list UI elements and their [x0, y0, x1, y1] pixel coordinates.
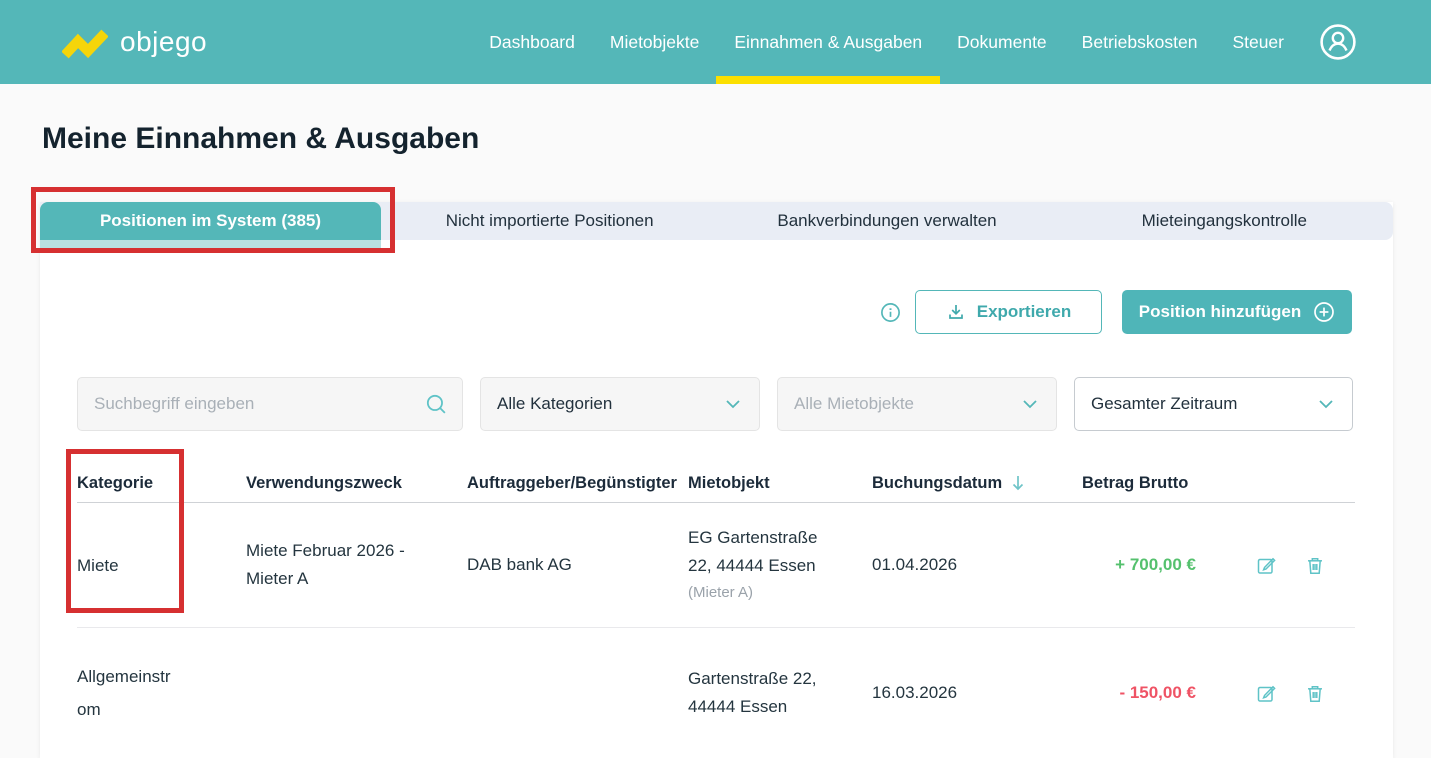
tab-mieteingangskontrolle[interactable]: Mieteingangskontrolle [1141, 211, 1308, 230]
search-box [77, 377, 463, 431]
trash-icon[interactable] [1305, 555, 1325, 576]
property-filter-dropdown[interactable]: Alle Mietobjekte [777, 377, 1057, 431]
column-header-buchungsdatum: Buchungsdatum [872, 474, 1082, 493]
edit-icon[interactable] [1256, 683, 1277, 704]
column-header-mietobjekt: Mietobjekt [688, 474, 770, 492]
cell-betrag: + 700,00 € [1115, 555, 1196, 574]
positions-table: Kategorie Verwendungszweck Auftraggeber/… [40, 465, 1393, 758]
nav-item-einnahmen-ausgaben[interactable]: Einnahmen & Ausgaben [716, 0, 940, 84]
export-button[interactable]: Exportieren [915, 290, 1102, 334]
cell-kategorie: Miete [77, 555, 119, 575]
edit-icon[interactable] [1256, 555, 1277, 576]
trash-icon[interactable] [1305, 683, 1325, 704]
profile-menu-button[interactable] [1319, 23, 1357, 61]
nav-item-dashboard[interactable]: Dashboard [489, 31, 575, 52]
row-actions [1196, 555, 1355, 576]
table-row: Miete Miete Februar 2026 - Mieter A DAB … [77, 503, 1355, 628]
table-toolbar: Exportieren Position hinzufügen [40, 290, 1393, 334]
mietobjekt-note: (Mieter A) [688, 584, 754, 601]
main-nav: Dashboard Mietobjekte Einnahmen & Ausgab… [489, 0, 1284, 84]
search-input[interactable] [94, 394, 425, 414]
chevron-down-icon [725, 399, 741, 409]
export-button-label: Exportieren [976, 302, 1072, 321]
nav-item-steuer[interactable]: Steuer [1232, 31, 1284, 52]
nav-item-mietobjekte[interactable]: Mietobjekte [609, 31, 700, 52]
column-header-betrag-brutto: Betrag Brutto [1082, 474, 1189, 492]
nav-item-dokumente[interactable]: Dokumente [957, 31, 1047, 52]
app-logo[interactable]: objego [62, 22, 207, 62]
zigzag-icon [62, 22, 108, 62]
period-filter-value: Gesamter Zeitraum [1091, 394, 1238, 413]
cell-betrag: - 150,00 € [1119, 683, 1196, 702]
download-icon [946, 302, 966, 322]
cell-auftraggeber: DAB bank AG [467, 555, 572, 574]
content-card: Positionen im System (385) Nicht importi… [40, 202, 1393, 758]
period-filter-dropdown[interactable]: Gesamter Zeitraum [1074, 377, 1353, 431]
avatar-icon [1319, 23, 1357, 61]
row-actions [1196, 683, 1355, 704]
plus-circle-icon [1313, 301, 1335, 323]
add-position-button[interactable]: Position hinzufügen [1122, 290, 1352, 334]
cell-verwendungszweck: Miete Februar 2026 - Mieter A [246, 541, 405, 588]
tab-bar: Positionen im System (385) Nicht importi… [40, 202, 1393, 240]
logo-wordmark: objego [120, 26, 208, 57]
property-filter-value: Alle Mietobjekte [794, 394, 915, 413]
tab-bankverbindungen-verwalten[interactable]: Bankverbindungen verwalten [777, 211, 997, 230]
filter-row: Alle Kategorien Alle Mietobjekte Gesamte… [40, 377, 1393, 431]
info-icon[interactable] [880, 302, 901, 323]
chevron-down-icon [1318, 399, 1334, 409]
table-header-row: Kategorie Verwendungszweck Auftraggeber/… [77, 465, 1355, 503]
cell-mietobjekt: Gartenstraße 22, 44444 Essen [688, 669, 817, 716]
top-navigation-bar: objego Dashboard Mietobjekte Einnahmen &… [0, 0, 1431, 84]
search-icon[interactable] [425, 393, 448, 416]
chevron-down-icon [1022, 399, 1038, 409]
column-header-verwendungszweck: Verwendungszweck [246, 474, 402, 492]
category-filter-dropdown[interactable]: Alle Kategorien [480, 377, 760, 431]
page-title: Meine Einnahmen & Ausgaben [42, 122, 480, 155]
arrow-down-icon[interactable] [1011, 474, 1025, 493]
tab-nicht-importierte-positionen[interactable]: Nicht importierte Positionen [445, 211, 654, 230]
column-header-kategorie: Kategorie [77, 474, 154, 492]
add-position-button-label: Position hinzufügen [1138, 302, 1302, 321]
cell-kategorie: Allgemeinstrom [77, 667, 171, 719]
cell-mietobjekt: EG Gartenstraße 22, 44444 Essen (Mieter … [688, 524, 872, 606]
table-row: Allgemeinstrom Gartenstraße 22, 44444 Es… [77, 628, 1355, 758]
nav-item-betriebskosten[interactable]: Betriebskosten [1081, 31, 1198, 52]
column-header-auftraggeber: Auftraggeber/Begünstigter [467, 474, 677, 492]
cell-buchungsdatum: 16.03.2026 [872, 683, 958, 702]
cell-buchungsdatum: 01.04.2026 [872, 555, 958, 574]
tab-positionen-im-system[interactable]: Positionen im System (385) [40, 202, 381, 240]
category-filter-value: Alle Kategorien [497, 394, 613, 413]
